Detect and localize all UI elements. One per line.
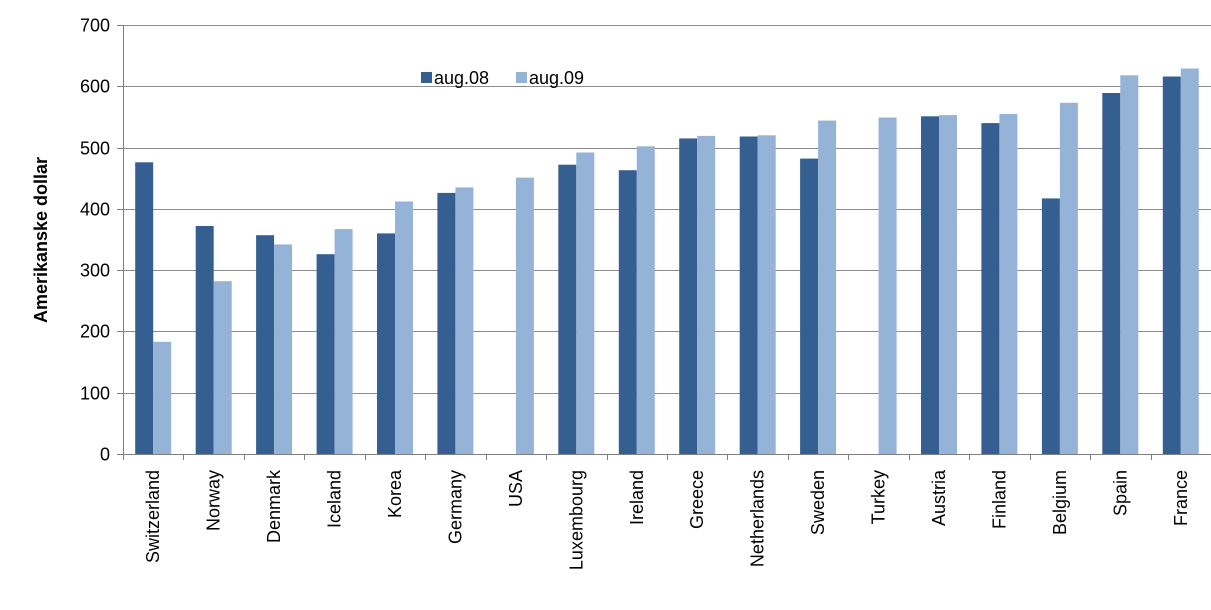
x-tick-label: Belgium: [1050, 470, 1070, 535]
x-tick-label: Turkey: [869, 470, 889, 524]
x-tick-label: Greece: [687, 470, 707, 529]
bar-aug.09-spain: [1120, 75, 1139, 455]
bar-aug.09-ireland: [636, 146, 655, 455]
x-tick-label: Iceland: [325, 470, 345, 528]
bar-aug.09-korea: [395, 201, 413, 454]
bar-aug.08-ireland: [618, 170, 637, 454]
x-tick-label: Ireland: [627, 470, 647, 525]
bar-aug.09-finland: [999, 113, 1018, 455]
x-tick-label: Korea: [385, 469, 405, 518]
y-tick-label: 500: [80, 139, 110, 159]
bar-aug.08-france: [1162, 76, 1181, 454]
bar-aug.09-denmark: [274, 244, 293, 454]
x-tick-label: Switzerland: [143, 470, 163, 563]
y-tick-label: 600: [80, 77, 110, 97]
bar-aug.08-belgium: [1041, 198, 1060, 454]
bar-aug.09-france: [1180, 68, 1199, 454]
y-tick-label: 300: [80, 261, 110, 281]
bars: [135, 68, 1199, 455]
bar-aug.08-sweden: [800, 158, 819, 454]
bar-aug.08-norway: [195, 226, 214, 454]
bar-aug.09-switzerland: [153, 341, 172, 454]
axes: [117, 25, 1211, 460]
bar-aug.08-luxembourg: [558, 164, 577, 454]
legend-label: aug.09: [529, 68, 584, 88]
x-tick-label: USA: [506, 470, 526, 507]
y-tick-labels: 0 100 200 300 400 500 600 700: [80, 16, 110, 465]
x-tick-labels: Switzerland Norway Denmark Iceland Korea Germ…: [143, 469, 1191, 570]
x-tick-label: Sweden: [808, 470, 828, 535]
x-tick-label: Norway: [204, 470, 224, 531]
bar-aug.08-iceland: [316, 254, 335, 454]
bar-aug.09-usa: [515, 177, 534, 454]
y-tick-label: 700: [80, 16, 110, 36]
legend-label: aug.08: [434, 68, 489, 88]
bar-aug.09-turkey: [878, 117, 897, 454]
bar-aug.08-spain: [1102, 93, 1121, 454]
x-tick-label: Finland: [989, 470, 1009, 529]
bar-aug.09-germany: [455, 187, 474, 454]
bar-aug.09-sweden: [818, 120, 837, 454]
x-tick-label: Luxembourg: [566, 470, 586, 570]
legend-swatch: [421, 72, 432, 83]
x-tick-label: Netherlands: [748, 470, 768, 567]
bar-aug.09-austria: [939, 115, 957, 454]
bar-aug.08-greece: [679, 138, 698, 454]
x-tick-label: Denmark: [264, 469, 284, 543]
legend: aug.08 aug.09: [421, 68, 584, 88]
x-tick-label: Germany: [445, 470, 465, 544]
y-tick-label: 100: [80, 384, 110, 404]
bar-aug.08-korea: [377, 233, 395, 454]
y-axis-label: Amerikanske dollar: [31, 157, 51, 323]
y-tick-label: 0: [100, 445, 110, 465]
bar-aug.09-luxembourg: [576, 152, 595, 454]
bar-aug.09-greece: [697, 135, 716, 454]
x-tick-label: Spain: [1110, 470, 1130, 516]
gridlines: [123, 25, 1211, 394]
bar-aug.09-belgium: [1059, 102, 1078, 455]
x-tick-label: France: [1171, 470, 1191, 526]
y-tick-label: 200: [80, 322, 110, 342]
bar-aug.08-switzerland: [135, 162, 154, 455]
y-tick-label: 400: [80, 200, 110, 220]
bar-aug.09-iceland: [334, 229, 353, 454]
bar-aug.08-netherlands: [739, 136, 758, 454]
bar-aug.08-austria: [921, 116, 939, 455]
bar-aug.09-norway: [213, 281, 232, 454]
bar-aug.08-denmark: [256, 235, 275, 454]
legend-swatch: [516, 72, 527, 83]
bar-aug.09-netherlands: [757, 135, 776, 455]
bar-aug.08-finland: [981, 123, 1000, 454]
x-tick-label: Austria: [929, 469, 949, 526]
bar-aug.08-germany: [437, 192, 456, 454]
